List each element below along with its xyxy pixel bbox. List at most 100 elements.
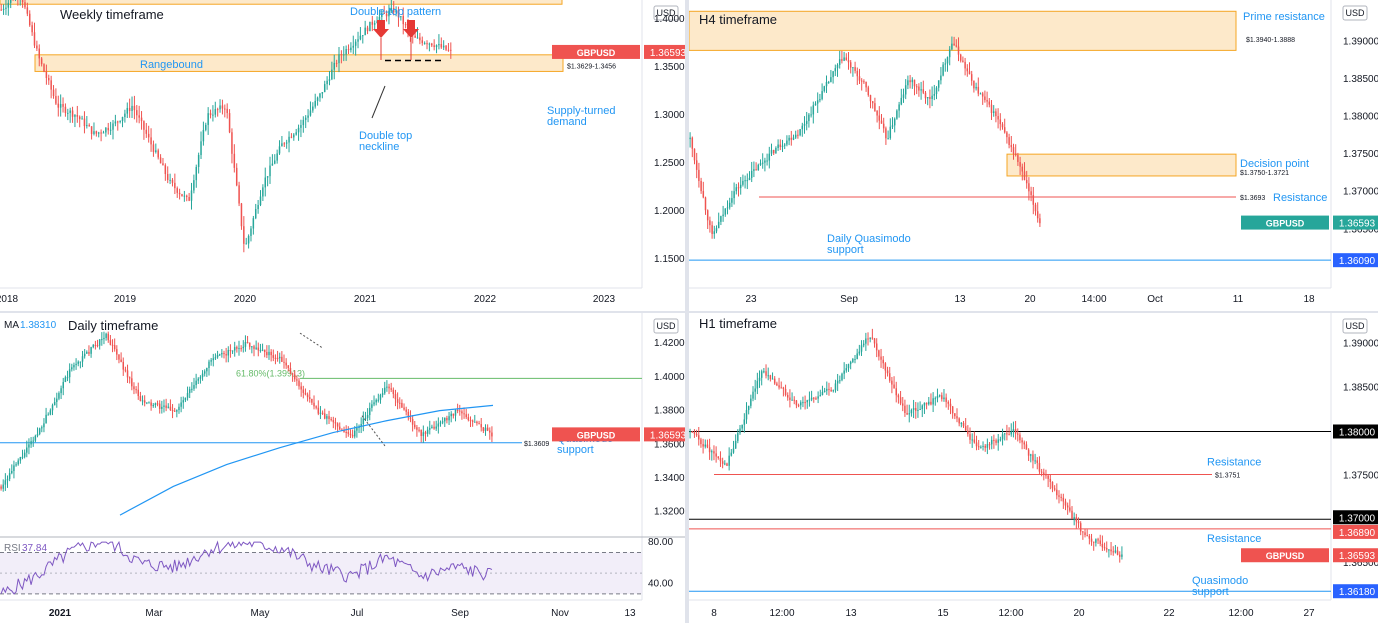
h1-candle bbox=[967, 430, 969, 435]
weekly-candle bbox=[176, 188, 178, 193]
double-top-label: Double-top pattern bbox=[350, 6, 441, 18]
weekly-candle bbox=[392, 8, 395, 13]
h4-candle bbox=[775, 147, 777, 154]
h1-candle bbox=[698, 435, 700, 440]
weekly-candle bbox=[152, 144, 155, 152]
daily-candle bbox=[343, 430, 345, 432]
h1-candle bbox=[990, 439, 993, 445]
currency-label: USD bbox=[656, 321, 676, 331]
double-top-arrow-shaft bbox=[407, 20, 415, 29]
y-tick-label: 1.36500 bbox=[1343, 558, 1378, 569]
h4-candle bbox=[744, 180, 746, 182]
h1-candle bbox=[1032, 454, 1034, 461]
daily-candle bbox=[28, 444, 30, 448]
h4-candle bbox=[1034, 204, 1037, 212]
y-tick-label: 1.37500 bbox=[1343, 470, 1378, 481]
h4-candle bbox=[709, 220, 711, 226]
daily-candle bbox=[77, 361, 79, 364]
h1-candle bbox=[834, 383, 837, 391]
h4-candle bbox=[770, 150, 773, 154]
weekly-candle bbox=[114, 121, 117, 124]
daily-candle bbox=[401, 402, 403, 408]
h1-chart[interactable]: USD 1.39000 1.38500 1.38000 1.37500 1.37000 1.… bbox=[689, 313, 1378, 623]
h4-chart-panel[interactable]: USD 1.39000 1.38500 1.38000 1.37500 1.37000 1.… bbox=[689, 0, 1378, 311]
h4-candle bbox=[1025, 180, 1028, 184]
prime-resistance-zone bbox=[689, 10, 1237, 51]
h1-candle bbox=[750, 398, 752, 406]
h1-candle bbox=[1077, 521, 1080, 524]
daily-candle bbox=[263, 349, 266, 353]
weekly-candle bbox=[57, 103, 60, 108]
h1-candle bbox=[1014, 429, 1017, 434]
daily-candle bbox=[424, 432, 427, 434]
fib-level-label: 61.80%(1.39913) bbox=[236, 368, 305, 378]
weekly-candle bbox=[404, 24, 407, 26]
weekly-candle bbox=[62, 104, 64, 107]
h1-candle bbox=[884, 363, 887, 371]
daily-candle bbox=[131, 378, 133, 387]
h4-candle bbox=[946, 57, 949, 64]
weekly-candle bbox=[414, 35, 416, 38]
weekly-candle bbox=[362, 35, 364, 37]
currency-label: USD bbox=[1345, 321, 1365, 331]
weekly-candle bbox=[69, 110, 71, 113]
weekly-candle bbox=[359, 35, 362, 40]
daily-candle bbox=[206, 367, 208, 372]
weekly-candle bbox=[7, 2, 10, 8]
daily-candle bbox=[266, 352, 268, 356]
currency-box bbox=[1342, 318, 1368, 334]
h1-candle bbox=[1116, 550, 1119, 555]
daily-candle bbox=[486, 427, 489, 431]
daily-candle bbox=[313, 402, 315, 407]
h1-candle bbox=[1088, 535, 1091, 539]
x-tick-label: Jul bbox=[351, 608, 364, 619]
weekly-candle bbox=[43, 64, 45, 72]
h1-candle bbox=[901, 403, 904, 406]
daily-candle bbox=[491, 432, 493, 437]
h1-candle bbox=[828, 388, 830, 390]
h4-candle bbox=[757, 164, 760, 171]
h1-candle bbox=[956, 416, 958, 419]
h4-chart[interactable]: USD 1.39000 1.38500 1.38000 1.37500 1.37000 1.… bbox=[689, 0, 1378, 311]
horizontal-divider[interactable] bbox=[0, 311, 1378, 313]
h4-candle bbox=[865, 81, 867, 88]
daily-candle bbox=[36, 434, 39, 436]
daily-candle bbox=[388, 386, 390, 389]
weekly-candle bbox=[190, 190, 193, 201]
x-tick-label: Nov bbox=[551, 608, 569, 619]
daily-candle bbox=[161, 406, 163, 409]
daily-candle bbox=[118, 354, 120, 360]
daily-candle bbox=[403, 407, 405, 410]
h4-candle bbox=[968, 71, 971, 75]
daily-candle bbox=[13, 465, 15, 472]
x-tick-label: 2020 bbox=[234, 294, 257, 305]
daily-candle bbox=[141, 400, 144, 402]
daily-chart[interactable]: USD 1.42000 1.40000 1.38000 1.36000 1.34000 1.… bbox=[0, 313, 685, 623]
daily-candle bbox=[379, 394, 382, 400]
daily-candle bbox=[435, 426, 437, 429]
rsi-value: 37.84 bbox=[22, 543, 47, 554]
daily-candle bbox=[484, 427, 487, 431]
h4-candle bbox=[711, 225, 713, 234]
daily-candle bbox=[326, 416, 328, 419]
h1-candle bbox=[1060, 496, 1062, 498]
daily-chart-panel[interactable]: USD 1.42000 1.40000 1.38000 1.36000 1.34000 1.… bbox=[0, 313, 685, 623]
h1-chart-panel[interactable]: USD 1.39000 1.38500 1.38000 1.37500 1.37000 1.… bbox=[689, 313, 1378, 623]
neckline-label-1: Double top bbox=[359, 130, 412, 142]
daily-candle bbox=[171, 410, 174, 412]
daily-candle bbox=[173, 410, 176, 412]
daily-candle bbox=[45, 414, 47, 424]
weekly-candle bbox=[193, 180, 195, 191]
quasimodo-tag-1: Quasimodo bbox=[1192, 575, 1248, 587]
prime-resistance-tag: Prime resistance bbox=[1243, 11, 1325, 23]
y-tick-label: 1.32000 bbox=[654, 507, 685, 518]
daily-candle bbox=[158, 403, 161, 409]
daily-candle bbox=[429, 428, 431, 430]
weekly-candle bbox=[74, 114, 76, 117]
h4-candle bbox=[871, 101, 874, 104]
weekly-candle bbox=[333, 62, 335, 70]
daily-candle bbox=[122, 361, 124, 370]
y-tick-label: 1.40000 bbox=[654, 14, 685, 25]
